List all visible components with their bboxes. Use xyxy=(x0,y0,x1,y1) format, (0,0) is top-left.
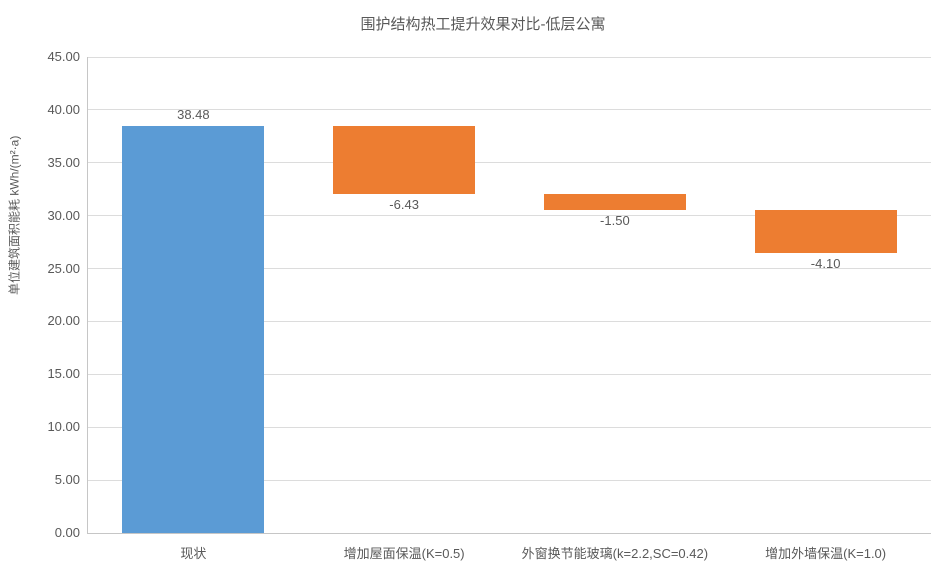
y-tick-label: 25.00 xyxy=(47,260,80,276)
x-tick-label: 现状 xyxy=(180,546,207,561)
gridline xyxy=(88,56,931,58)
gridline xyxy=(88,109,931,111)
y-tick-label: 5.00 xyxy=(54,472,80,488)
bar-base xyxy=(122,125,265,533)
gridline xyxy=(88,215,931,217)
y-tick-label: 40.00 xyxy=(47,101,80,117)
x-tick-label: 增加屋面保温(K=0.5) xyxy=(343,546,465,561)
y-tick-label: 0.00 xyxy=(54,525,80,540)
y-tick-label: 30.00 xyxy=(47,207,80,223)
data-label: -1.50 xyxy=(600,212,630,228)
y-tick-label: 10.00 xyxy=(47,419,80,435)
chart-title: 围护结构热工提升效果对比-低层公寓 xyxy=(360,16,606,33)
data-label: -6.43 xyxy=(389,196,419,212)
x-tick-label: 增加外墙保温(K=1.0) xyxy=(765,546,887,561)
gridline xyxy=(88,373,931,375)
gridline xyxy=(88,320,931,322)
gridline xyxy=(88,426,931,428)
bar-delta xyxy=(333,125,476,194)
bar-delta xyxy=(754,209,897,254)
y-tick-label: 45.00 xyxy=(47,49,80,64)
bar-delta xyxy=(543,193,686,210)
plot-area: 0.00 5.00 10.00 15.00 20.00 25.00 30.00 35.00 40… xyxy=(47,49,931,561)
data-label: 38.48 xyxy=(177,106,210,122)
y-tick-label: 35.00 xyxy=(47,154,80,170)
x-tick-label: 外窗换节能玻璃(k=2.2,SC=0.42) xyxy=(521,546,709,561)
gridline xyxy=(88,162,931,164)
y-tick-label: 15.00 xyxy=(47,366,80,382)
data-label: -4.10 xyxy=(810,256,841,272)
gridline xyxy=(88,479,931,481)
gridline xyxy=(88,268,931,270)
y-tick-label: 20.00 xyxy=(47,313,80,329)
